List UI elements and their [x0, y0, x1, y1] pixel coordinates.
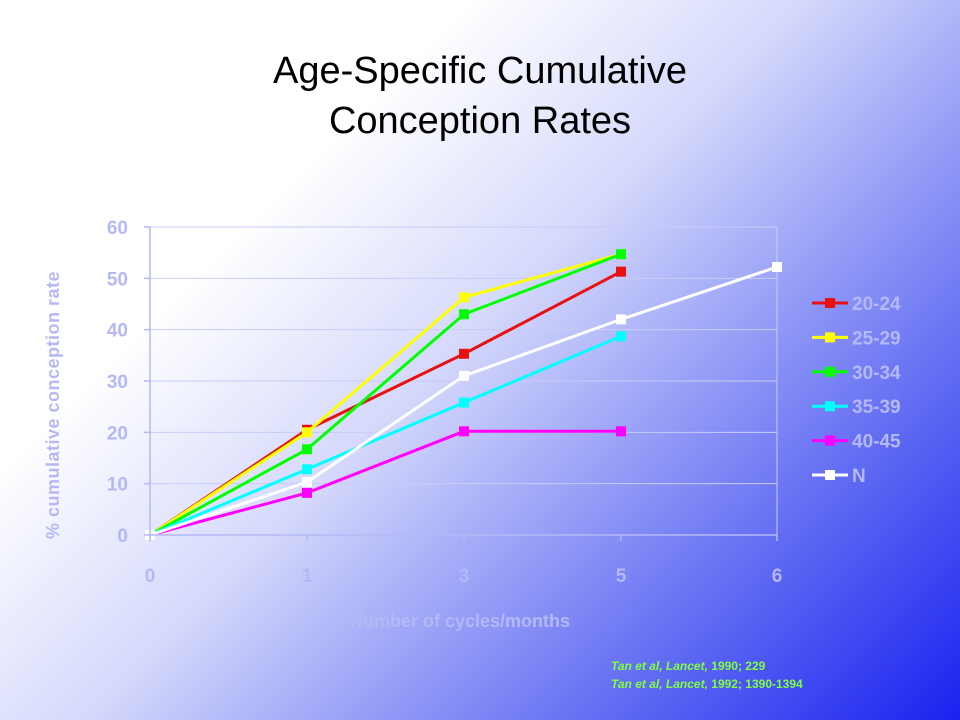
point-40-45-x5 [616, 426, 626, 437]
slide-title: Age-Specific Cumulative Conception Rates [0, 46, 960, 146]
axes: 0 10 20 30 40 50 60 0 1 3 5 6 Number of cycles/month… [43, 218, 782, 631]
slide-title-line1: Age-Specific Cumulative [273, 50, 687, 92]
legend-swatch-marker-40-45 [825, 435, 835, 446]
y-tick-label-60: 60 [107, 218, 128, 239]
point-35-39-x5 [616, 331, 626, 342]
citation-2-journal: Lancet, [665, 677, 708, 691]
y-tick-label-10: 10 [107, 475, 128, 496]
y-tick-label-50: 50 [107, 269, 128, 290]
series-line-30-34 [149, 252, 622, 537]
point-40-45-x3 [459, 426, 469, 437]
citation: Tan et al, Lancet, 1990; 229 Tan et al, … [611, 657, 803, 693]
series-25-29 [145, 249, 626, 540]
point-N-x5 [616, 314, 626, 325]
citation-1-journal: Lancet, [665, 659, 708, 673]
series-line-35-39 [149, 334, 622, 537]
series-line-25-29 [149, 252, 622, 537]
legend-item-20-24: 20-24 [812, 294, 901, 315]
citation-1-authors: Tan et al, [611, 659, 663, 673]
legend-item-25-29: 25-29 [812, 328, 901, 349]
citation-2-details: 1992; 1390-1394 [711, 677, 803, 691]
point-20-24-x5 [616, 266, 626, 277]
point-30-34-x5 [616, 249, 626, 260]
y-tick-label-0: 0 [117, 526, 128, 547]
point-N-x1 [302, 477, 312, 488]
citation-1-details: 1990; 229 [711, 659, 766, 673]
point-20-24-x3 [459, 348, 469, 359]
citation-line-1: Tan et al, Lancet, 1990; 229 [611, 657, 803, 675]
legend: 20-24 25-29 30-34 35-39 40-45 N [812, 294, 901, 487]
point-35-39-x1 [302, 464, 312, 475]
x-tick-label-6: 6 [772, 566, 783, 587]
y-axis-title: % cumulative conception rate [43, 271, 63, 539]
point-35-39-x3 [459, 397, 469, 408]
legend-item-N: N [812, 466, 866, 487]
series-35-39 [145, 331, 626, 540]
legend-item-35-39: 35-39 [812, 397, 901, 418]
point-30-34-x3 [459, 309, 469, 320]
legend-swatch-marker-35-39 [825, 401, 835, 412]
x-axis-title: Number of cycles/months [350, 611, 570, 631]
legend-item-30-34: 30-34 [812, 363, 901, 384]
legend-swatch-marker-25-29 [825, 332, 835, 343]
point-N-x3 [459, 370, 469, 381]
series-layer [145, 249, 782, 540]
point-N-x6 [772, 262, 782, 273]
legend-label-N: N [852, 466, 866, 487]
x-tick-label-0: 0 [145, 566, 156, 587]
slide-title-line2: Conception Rates [328, 100, 632, 142]
series-line-40-45 [149, 429, 621, 537]
x-tick-label-3: 3 [459, 566, 470, 587]
citation-2-authors: Tan et al, [611, 677, 663, 691]
x-tick-label-5: 5 [616, 566, 627, 587]
legend-swatch-marker-30-34 [825, 366, 835, 377]
legend-item-40-45: 40-45 [812, 432, 901, 453]
point-25-29-x1 [302, 427, 312, 438]
series-40-45 [145, 426, 626, 540]
citation-line-2: Tan et al, Lancet, 1992; 1390-1394 [611, 675, 803, 693]
point-40-45-x1 [302, 487, 312, 498]
point-30-34-x1 [302, 444, 312, 455]
legend-label-20-24: 20-24 [852, 294, 901, 315]
y-tick-label-20: 20 [107, 423, 128, 444]
legend-swatch-marker-20-24 [825, 298, 835, 308]
grid-lines [149, 226, 778, 536]
legend-label-40-45: 40-45 [852, 432, 901, 453]
y-tick-label-40: 40 [107, 321, 128, 342]
legend-label-35-39: 35-39 [852, 397, 901, 418]
y-tick-label-30: 30 [107, 372, 128, 393]
legend-label-25-29: 25-29 [852, 328, 901, 349]
x-tick-label-1: 1 [302, 566, 313, 587]
legend-label-30-34: 30-34 [852, 363, 901, 384]
series-30-34 [145, 249, 626, 540]
point-25-29-x3 [459, 292, 469, 303]
legend-swatch-marker-N [825, 470, 835, 480]
